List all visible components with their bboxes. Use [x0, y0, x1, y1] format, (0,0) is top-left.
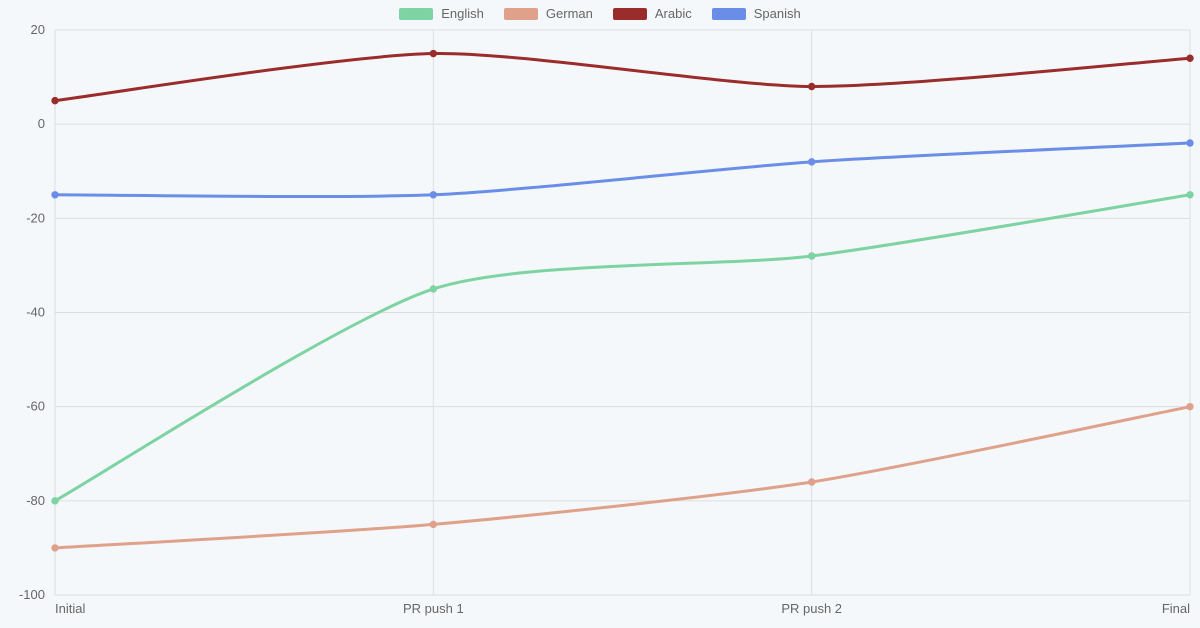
data-point[interactable]	[52, 498, 58, 504]
data-point[interactable]	[808, 479, 814, 485]
data-point[interactable]	[1187, 192, 1193, 198]
data-point[interactable]	[808, 83, 814, 89]
y-axis-tick-label: -40	[26, 305, 45, 320]
data-point[interactable]	[430, 192, 436, 198]
data-point[interactable]	[808, 253, 814, 259]
legend-label: Spanish	[754, 6, 801, 21]
data-point[interactable]	[430, 50, 436, 56]
series-line-spanish	[55, 143, 1190, 197]
legend: English German Arabic Spanish	[0, 6, 1200, 23]
x-axis-tick-label: PR push 1	[403, 601, 464, 616]
y-axis-tick-label: 0	[38, 116, 45, 131]
data-point[interactable]	[808, 159, 814, 165]
legend-label: German	[546, 6, 593, 21]
chart-canvas: -100 -80 -60 -40 -20 0 20 Initial PR push 1 PR pu…	[0, 0, 1200, 628]
y-axis-tick-label: 20	[31, 22, 45, 37]
data-point[interactable]	[52, 97, 58, 103]
data-point[interactable]	[1187, 140, 1193, 146]
data-point[interactable]	[430, 521, 436, 527]
legend-swatch-icon	[712, 8, 746, 20]
data-point[interactable]	[52, 545, 58, 551]
legend-item-german[interactable]: German	[504, 6, 593, 21]
data-point[interactable]	[1187, 55, 1193, 61]
legend-item-arabic[interactable]: Arabic	[613, 6, 692, 21]
series-line-english	[55, 195, 1190, 501]
line-chart: English German Arabic Spanish -100 -80 -60 -40…	[0, 0, 1200, 628]
legend-swatch-icon	[504, 8, 538, 20]
data-point[interactable]	[52, 192, 58, 198]
legend-swatch-icon	[613, 8, 647, 20]
series-line-german	[55, 407, 1190, 548]
x-axis-tick-label: Initial	[55, 601, 85, 616]
y-axis-tick-label: -20	[26, 210, 45, 225]
x-axis-tick-label: PR push 2	[781, 601, 842, 616]
y-axis-tick-label: -60	[26, 399, 45, 414]
y-axis-tick-label: -100	[19, 587, 45, 602]
legend-label: English	[441, 6, 484, 21]
x-axis-tick-label: Final	[1162, 601, 1190, 616]
legend-label: Arabic	[655, 6, 692, 21]
legend-item-english[interactable]: English	[399, 6, 484, 21]
data-point[interactable]	[1187, 403, 1193, 409]
legend-item-spanish[interactable]: Spanish	[712, 6, 801, 21]
y-axis-tick-label: -80	[26, 493, 45, 508]
series-line-arabic	[55, 53, 1190, 100]
data-point[interactable]	[430, 286, 436, 292]
legend-swatch-icon	[399, 8, 433, 20]
